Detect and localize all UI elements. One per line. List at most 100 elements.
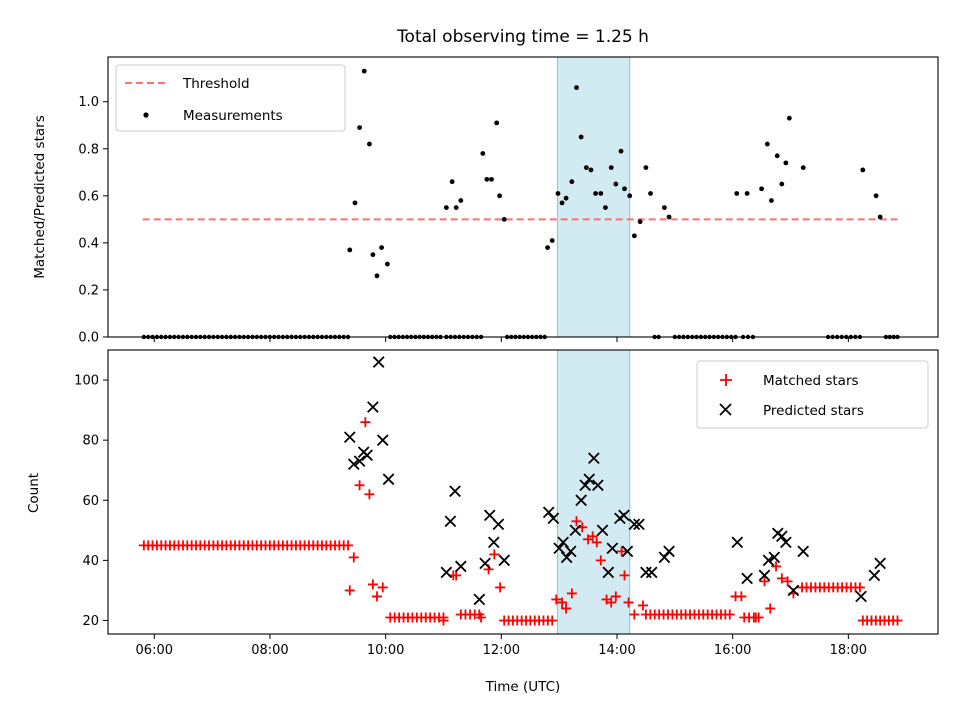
predicted-star-point <box>479 557 491 570</box>
predicted-star-point <box>372 356 385 368</box>
predicted-star-point <box>564 545 577 558</box>
matched-star-point <box>367 579 378 590</box>
measurement-point <box>643 165 649 170</box>
threshold-legend-label: Threshold <box>182 76 250 92</box>
matched-star-point <box>348 552 359 563</box>
predicted-star-point <box>498 554 511 567</box>
predicted-star-point <box>588 452 600 465</box>
matched-star-point <box>736 591 747 602</box>
top-legend: Threshold Measurements <box>115 64 346 132</box>
matched-star-point <box>371 591 382 602</box>
bottom-legend-box <box>696 360 929 429</box>
bottom-plot-marks <box>138 356 903 626</box>
predicted-legend-label: Predicted stars <box>763 403 864 419</box>
predicted-star-point <box>367 401 379 413</box>
measurement-point <box>352 200 358 206</box>
measurement-point <box>559 200 565 206</box>
measurement-point <box>608 165 614 170</box>
matched-star-point <box>616 546 627 557</box>
measurement-point <box>783 160 789 166</box>
measurement-point <box>662 205 667 210</box>
matched-star-point <box>610 591 621 602</box>
x-tick-label: 18:00 <box>830 643 867 658</box>
matched-star-point <box>776 573 787 584</box>
predicted-star-point <box>602 566 615 579</box>
top-subplot: 0.0 0.2 0.4 0.6 0.8 1.0 Total observing time … <box>32 27 939 346</box>
measurements-legend-label: Measurements <box>183 108 283 124</box>
measurement-point <box>458 198 464 203</box>
predicted-star-point <box>454 560 467 573</box>
predicted-star-point <box>583 473 596 486</box>
predicted-star-point <box>855 590 867 603</box>
measurement-point <box>494 120 500 126</box>
matched-star-point <box>495 582 506 593</box>
matched-star-point <box>364 489 375 500</box>
matched-star-point <box>566 588 577 599</box>
top-y-tick-label: 0.6 <box>78 189 99 204</box>
predicted-star-point <box>787 584 800 597</box>
top-legend-box <box>115 64 346 132</box>
predicted-star-point <box>347 458 360 471</box>
measurement-point <box>578 134 584 140</box>
predicted-star-point <box>606 542 619 555</box>
bottom-y-tick-label: 40 <box>82 554 99 569</box>
predicted-star-point <box>663 545 675 558</box>
top-y-tick-label: 0.0 <box>78 331 99 346</box>
bottom-axes-frame <box>107 349 939 635</box>
measurement-point <box>603 205 608 210</box>
measurement-point <box>370 252 376 258</box>
matched-star-point <box>551 594 562 605</box>
predicted-star-point <box>758 569 771 582</box>
measurement-point <box>361 68 367 74</box>
predicted-star-point <box>640 566 652 579</box>
predicted-star-point <box>569 524 582 537</box>
predicted-star-point <box>361 449 373 462</box>
predicted-star-point <box>553 542 565 555</box>
matched-star-point <box>438 615 449 626</box>
measurement-point <box>449 179 455 185</box>
measurement-point <box>583 165 589 170</box>
predicted-star-point <box>874 557 886 570</box>
measurement-point <box>860 167 866 173</box>
matched-star-point <box>557 597 568 608</box>
matched-star-point <box>854 582 865 593</box>
predicted-star-point <box>440 566 453 579</box>
measurement-point <box>549 238 555 243</box>
matched-star-point <box>765 603 776 614</box>
measurement-point <box>877 214 883 220</box>
matched-star-point <box>343 540 354 551</box>
matched-star-point <box>724 609 735 620</box>
measurement-point <box>769 198 774 203</box>
top-axes-frame <box>107 56 939 338</box>
matched-star-point <box>629 609 640 620</box>
measurement-point <box>631 233 637 239</box>
matched-star-point <box>547 615 558 626</box>
predicted-star-point <box>592 479 604 492</box>
predicted-star-point <box>557 536 570 549</box>
matched-star-point <box>354 480 365 491</box>
measurement-point <box>666 214 672 220</box>
predicted-star-point <box>868 569 881 582</box>
top-y-axis-label: Matched/Predicted stars <box>32 115 48 278</box>
predicted-star-point <box>492 518 505 531</box>
predicted-star-point <box>376 434 389 446</box>
matched-star-point <box>571 516 582 527</box>
measurement-point <box>873 193 879 199</box>
measurement-point <box>357 125 363 130</box>
top-y-tick-label: 1.0 <box>78 95 99 110</box>
x-tick-label: 16:00 <box>714 643 751 658</box>
measurement-point <box>374 273 380 279</box>
matched-legend-label: Matched stars <box>763 373 859 389</box>
predicted-star-point <box>741 572 753 585</box>
measurement-point <box>759 186 764 192</box>
matched-star-point <box>606 597 617 608</box>
predicted-star-point <box>775 530 788 543</box>
matched-star-point <box>771 561 782 572</box>
predicted-star-point <box>596 524 609 537</box>
top-shaded-span <box>556 56 631 338</box>
matched-star-point <box>759 576 770 587</box>
x-tick-label: 14:00 <box>598 643 635 658</box>
measurement-point <box>613 181 619 187</box>
matched-star-point <box>782 576 793 587</box>
